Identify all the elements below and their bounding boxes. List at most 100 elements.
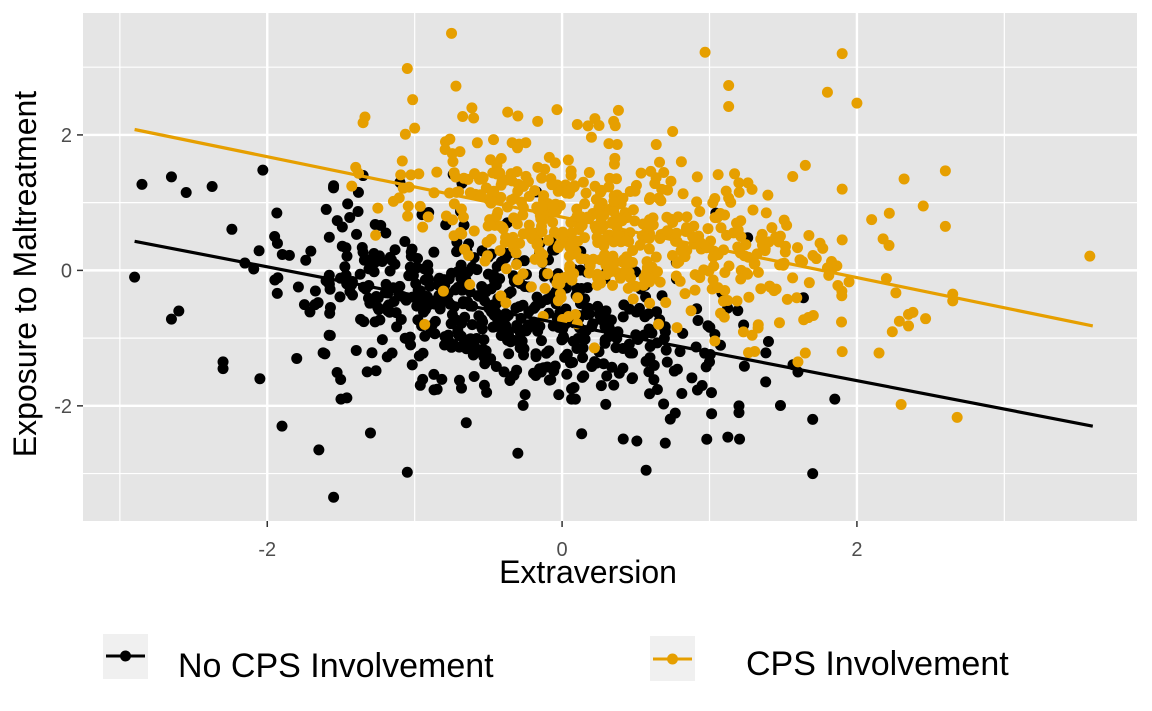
data-point — [536, 256, 548, 268]
data-point — [520, 170, 532, 182]
data-point — [384, 251, 396, 263]
y-axis-title: Exposure to Maltreatment — [7, 91, 43, 458]
data-point — [493, 166, 505, 178]
data-point — [253, 245, 265, 257]
data-point — [712, 169, 724, 181]
data-point — [836, 183, 848, 195]
data-point — [763, 236, 775, 248]
data-point — [323, 231, 335, 243]
data-point — [324, 283, 336, 295]
legend-label-no-cps: No CPS Involvement — [178, 647, 494, 685]
data-point — [413, 350, 425, 362]
data-point — [531, 291, 543, 303]
data-point — [226, 223, 238, 235]
data-point — [530, 300, 542, 312]
data-point — [951, 411, 963, 423]
data-point — [532, 161, 544, 173]
data-point — [542, 268, 554, 280]
data-point — [791, 292, 803, 304]
data-point — [674, 346, 686, 358]
data-point — [799, 159, 811, 171]
data-point — [747, 204, 759, 216]
data-point — [370, 365, 382, 377]
data-point — [752, 319, 764, 331]
data-point — [350, 161, 362, 173]
data-point — [384, 265, 396, 277]
data-point — [466, 102, 478, 114]
data-point — [699, 46, 711, 58]
data-point — [395, 169, 407, 181]
data-point — [577, 352, 589, 364]
data-point — [455, 272, 467, 284]
data-point — [466, 319, 478, 331]
data-point — [454, 146, 466, 158]
data-point — [542, 234, 554, 246]
data-point — [661, 225, 673, 237]
data-point — [448, 198, 460, 210]
data-point — [510, 259, 522, 271]
data-point — [667, 126, 679, 138]
data-point — [677, 188, 689, 200]
data-point — [399, 128, 411, 140]
data-point — [617, 362, 629, 374]
data-point — [557, 226, 569, 238]
data-point — [748, 258, 760, 270]
data-point — [457, 111, 469, 123]
data-point — [495, 290, 507, 302]
data-point — [622, 282, 634, 294]
data-point — [217, 363, 229, 375]
data-point — [475, 189, 487, 201]
data-point — [623, 338, 635, 350]
data-point — [439, 331, 451, 343]
data-point — [257, 164, 269, 176]
data-point — [335, 393, 347, 405]
data-point — [254, 373, 266, 385]
data-point — [787, 171, 799, 183]
data-point — [344, 211, 356, 223]
data-point — [569, 393, 581, 405]
data-point — [580, 253, 592, 265]
data-point — [631, 435, 643, 447]
data-point — [320, 203, 332, 215]
legend: No CPS Involvement CPS Involvement — [103, 634, 1009, 685]
data-point — [686, 372, 698, 384]
data-point — [568, 180, 580, 192]
data-point — [598, 240, 610, 252]
data-point — [564, 241, 576, 253]
data-point — [665, 175, 677, 187]
data-point — [890, 287, 902, 299]
data-point — [309, 285, 321, 297]
data-point — [886, 326, 898, 338]
data-point — [477, 316, 489, 328]
data-point — [523, 219, 535, 231]
data-point — [508, 212, 520, 224]
data-point — [654, 276, 666, 288]
data-point — [546, 179, 558, 191]
data-point — [807, 413, 819, 425]
data-point — [500, 263, 512, 275]
data-point — [707, 274, 719, 286]
data-point — [643, 366, 655, 378]
data-point — [354, 268, 366, 280]
data-point — [625, 272, 637, 284]
data-point — [644, 276, 656, 288]
data-point — [583, 308, 595, 320]
data-point — [561, 368, 573, 380]
data-point — [309, 299, 321, 311]
data-point — [765, 281, 777, 293]
data-point — [463, 250, 475, 262]
data-point — [291, 352, 303, 364]
data-point — [645, 165, 657, 177]
data-point — [610, 173, 622, 185]
data-point — [691, 196, 703, 208]
data-point — [582, 211, 594, 223]
data-point — [373, 250, 385, 262]
data-point — [917, 200, 929, 212]
data-point — [401, 333, 413, 345]
data-point — [437, 285, 449, 297]
legend-key-point — [667, 653, 678, 665]
data-point — [369, 219, 381, 231]
data-point — [206, 180, 218, 192]
data-point — [460, 417, 472, 429]
data-point — [640, 464, 652, 476]
